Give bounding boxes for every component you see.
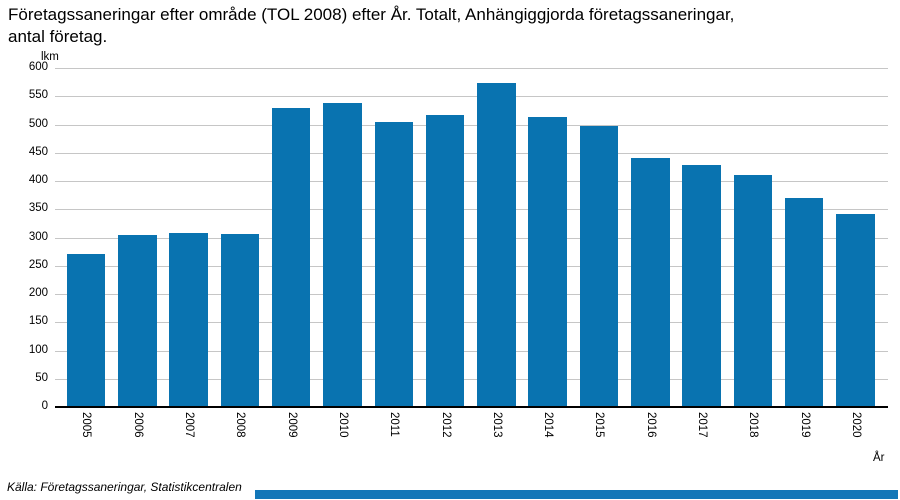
gridline <box>55 237 888 239</box>
gridline <box>55 181 888 182</box>
bar-2017 <box>682 164 721 406</box>
bar-2007 <box>169 233 208 406</box>
bar-2016 <box>631 157 670 406</box>
bar-2008 <box>220 233 260 406</box>
x-tick-label: 2005 <box>80 412 93 438</box>
x-tick-label: 2015 <box>593 412 606 438</box>
gridline <box>55 152 888 154</box>
gridline <box>55 124 888 126</box>
x-tick-label: 2014 <box>542 412 555 438</box>
y-tick-label: 0 <box>41 400 48 412</box>
gridline <box>55 96 888 98</box>
bar-2019 <box>784 198 824 406</box>
bar-2010 <box>323 102 362 406</box>
y-tick-label: 600 <box>28 61 48 73</box>
y-tick-label: 100 <box>28 343 48 356</box>
x-tick-label: 2020 <box>849 412 862 438</box>
x-tick-label: 2018 <box>747 412 760 438</box>
y-tick-label: 500 <box>28 117 48 130</box>
y-axis-unit-label: lkm <box>41 51 59 63</box>
bar-2018 <box>733 174 773 406</box>
chart-title-line1: Företagssaneringar efter område (TOL 200… <box>8 5 735 24</box>
horizontal-scrollbar-thumb[interactable] <box>255 490 898 499</box>
y-tick-label: 150 <box>28 315 48 328</box>
x-tick-label: 2017 <box>696 412 709 438</box>
x-tick-label: 2012 <box>439 412 452 438</box>
gridline <box>55 322 888 324</box>
x-tick-label: 2013 <box>490 412 503 438</box>
x-axis-title: År <box>873 452 885 464</box>
bar-2015 <box>579 126 619 406</box>
gridline <box>55 209 888 211</box>
gridline <box>55 294 888 295</box>
gridline <box>55 350 888 352</box>
x-tick-label: 2011 <box>388 412 401 437</box>
bar-2009 <box>271 107 311 406</box>
gridline <box>55 265 888 267</box>
y-tick-label: 50 <box>35 371 48 384</box>
bar-2005 <box>66 254 106 406</box>
bar-2014 <box>528 116 567 406</box>
x-tick-label: 2010 <box>336 412 349 438</box>
x-tick-label: 2019 <box>798 412 811 438</box>
bar-2020 <box>836 214 875 406</box>
gridline <box>55 378 888 380</box>
bar-2006 <box>118 234 157 406</box>
x-tick-label: 2009 <box>285 412 298 438</box>
x-tick-label: 2006 <box>131 412 144 438</box>
chart-title: Företagssaneringar efter område (TOL 200… <box>8 4 898 48</box>
y-tick-label: 400 <box>28 174 48 186</box>
bar-2011 <box>374 121 413 406</box>
bar-2012 <box>425 115 465 406</box>
gridline <box>55 68 888 69</box>
x-tick-label: 2016 <box>644 412 657 438</box>
bar-2013 <box>477 83 516 406</box>
y-tick-label: 450 <box>28 145 48 158</box>
plot-area <box>55 68 888 408</box>
chart-title-line2: antal företag. <box>8 27 108 46</box>
y-tick-label: 300 <box>28 230 48 243</box>
y-tick-label: 250 <box>28 258 48 271</box>
y-tick-label: 550 <box>28 89 48 102</box>
y-tick-label: 200 <box>28 287 48 299</box>
x-axis-line <box>55 406 888 408</box>
source-text: Källa: Företagssaneringar, Statistikcent… <box>7 480 242 494</box>
x-tick-label: 2008 <box>234 412 247 438</box>
y-tick-label: 350 <box>28 202 48 215</box>
x-tick-label: 2007 <box>183 412 196 438</box>
